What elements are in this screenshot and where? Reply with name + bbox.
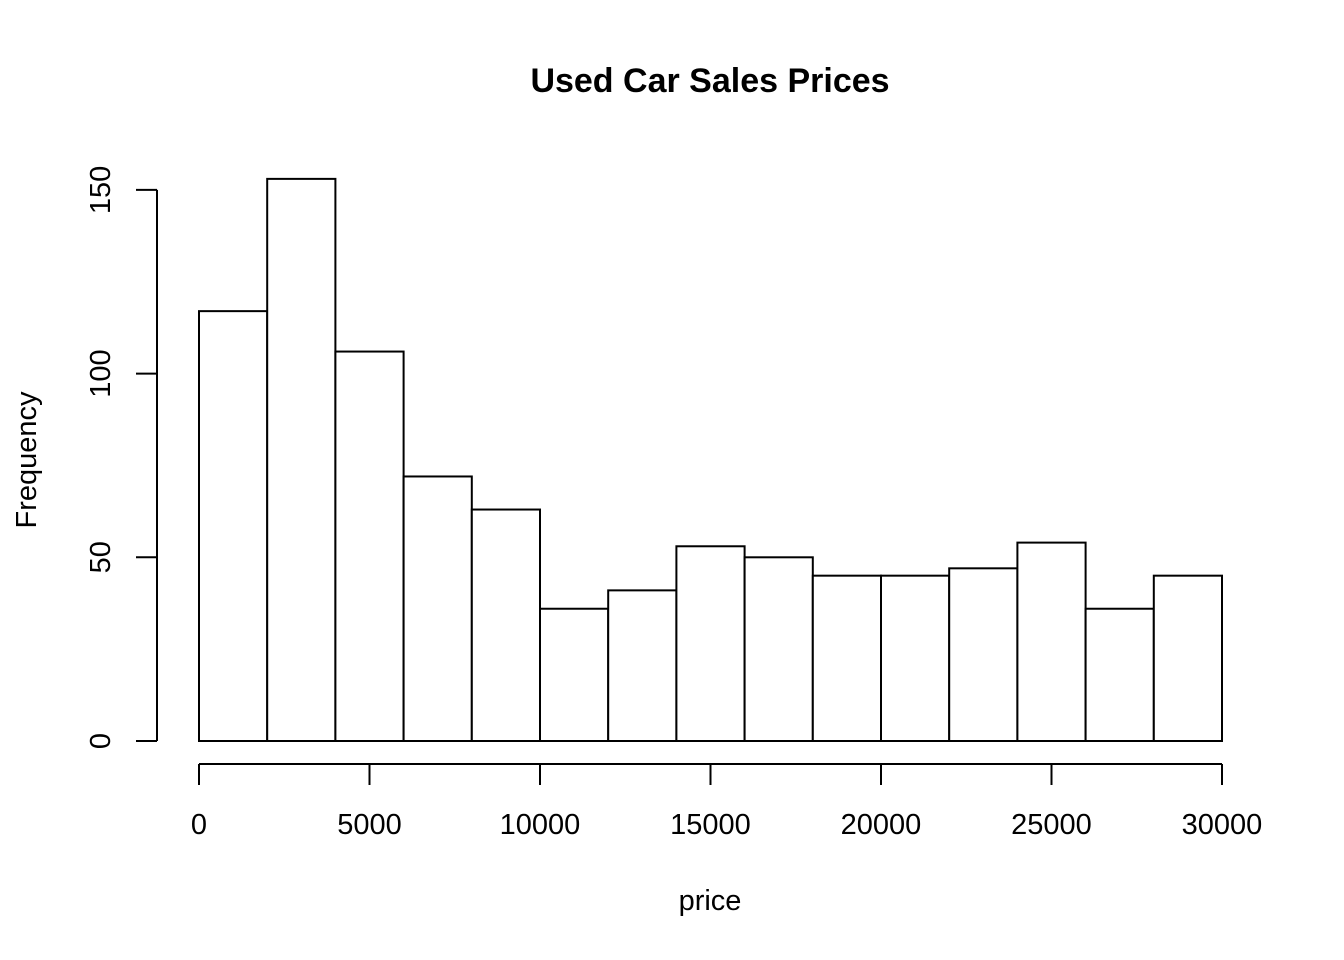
x-tick-label: 20000 bbox=[841, 809, 922, 841]
x-axis: 0 5000 10000 15000 20000 25000 30000 bbox=[191, 763, 1263, 841]
histogram-bar bbox=[334, 350, 405, 742]
x-tick-label: 25000 bbox=[1011, 809, 1092, 841]
histogram-bar bbox=[948, 567, 1019, 743]
x-tick-label: 30000 bbox=[1182, 809, 1263, 841]
x-tick-label: 15000 bbox=[670, 809, 751, 841]
histogram-bar bbox=[675, 545, 746, 743]
histogram-bar bbox=[402, 475, 473, 742]
histogram-bar bbox=[1016, 541, 1087, 742]
y-tick-label: 0 bbox=[85, 733, 117, 749]
x-tick-label: 10000 bbox=[500, 809, 581, 841]
x-axis-label: price bbox=[679, 885, 742, 917]
x-tick-label: 5000 bbox=[337, 809, 402, 841]
chart-title: Used Car Sales Prices bbox=[530, 62, 889, 100]
y-tick-label: 150 bbox=[85, 166, 117, 214]
histogram-bars bbox=[198, 177, 1224, 743]
y-axis-label: Frequency bbox=[11, 391, 43, 529]
y-axis: 0 50 100 150 bbox=[85, 166, 158, 749]
histogram-bar bbox=[811, 574, 882, 742]
histogram-bar bbox=[198, 310, 269, 742]
histogram-bar bbox=[266, 177, 337, 743]
histogram-bar bbox=[1152, 574, 1224, 742]
histogram-bar bbox=[607, 589, 678, 743]
histogram-bar bbox=[470, 508, 541, 742]
x-tick-label: 0 bbox=[191, 809, 207, 841]
histogram-bar bbox=[539, 607, 610, 743]
histogram-bar bbox=[880, 574, 951, 742]
y-tick-label: 50 bbox=[85, 541, 117, 573]
y-tick-label: 100 bbox=[85, 349, 117, 397]
histogram-bar bbox=[1084, 607, 1155, 743]
histogram-bar bbox=[743, 556, 814, 742]
